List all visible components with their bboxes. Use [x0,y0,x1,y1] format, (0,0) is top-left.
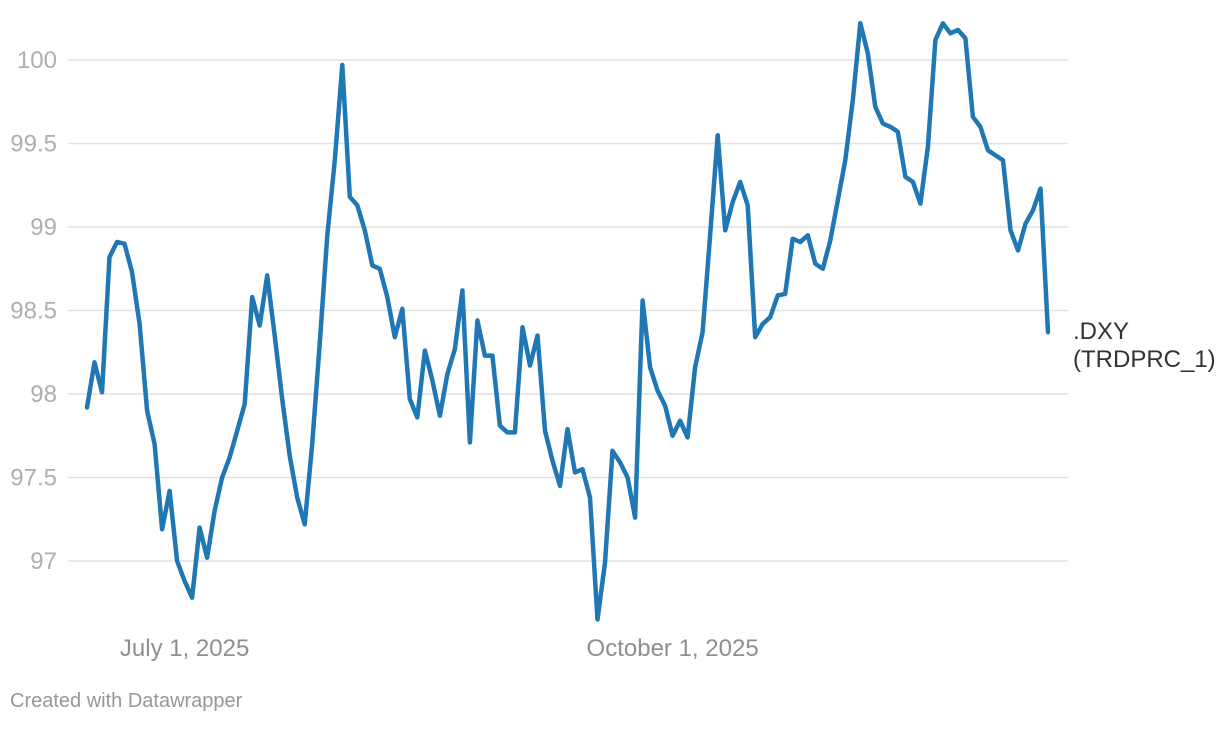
y-grid [68,59,1068,562]
y-axis: 100 99.5 99 98.5 98 97.5 97 [10,47,57,575]
series-direct-label: .DXY (TRDPRC_1) [1073,318,1216,373]
x-axis: July 1, 2025 October 1, 2025 [120,635,759,662]
y-axis-tick-label: 100 [17,47,57,74]
price-line [84,21,1051,622]
y-axis-tick-label: 99 [30,214,57,241]
x-axis-tick-label: July 1, 2025 [120,635,249,662]
series-label-line1: .DXY [1073,318,1129,345]
y-axis-tick-label: 98 [30,381,57,408]
y-axis-tick-label: 99.5 [10,131,57,158]
y-axis-tick-label: 97.5 [10,465,57,492]
datawrapper-credit: Created with Datawrapper [10,690,243,712]
y-axis-tick-label: 97 [30,548,57,575]
series-label-line2: (TRDPRC_1) [1073,346,1216,373]
plot-area [84,21,1051,622]
x-axis-tick-label: October 1, 2025 [587,635,759,662]
y-axis-tick-label: 98.5 [10,298,57,325]
